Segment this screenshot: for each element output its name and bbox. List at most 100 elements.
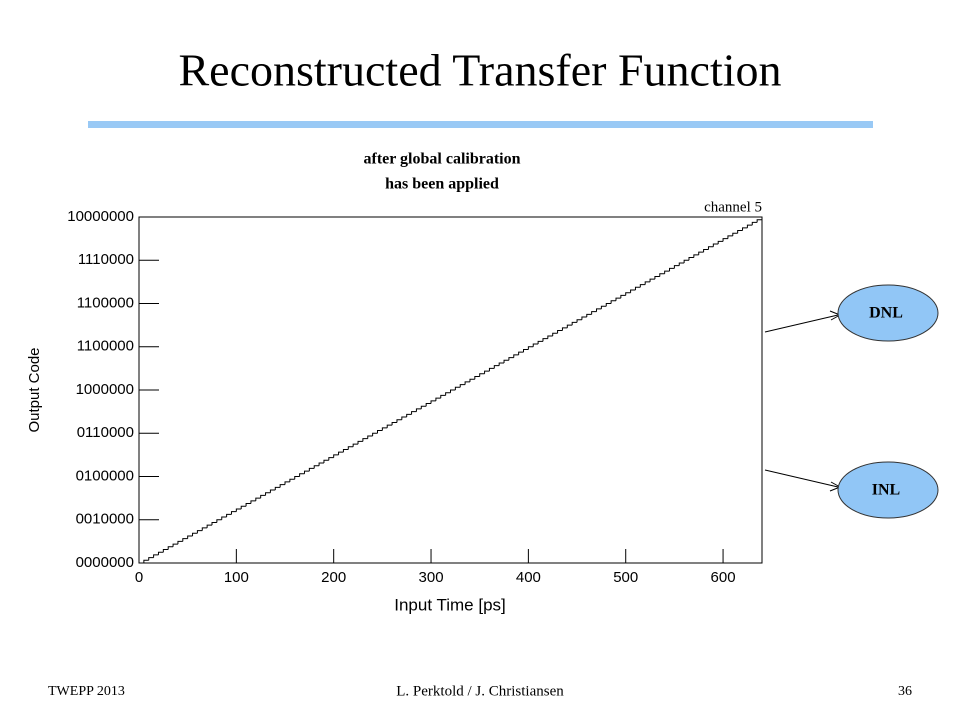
step-segment (712, 243, 719, 247)
step-segment (479, 373, 485, 377)
step-segment (469, 378, 475, 382)
step-segment (338, 451, 344, 455)
step-segment (445, 392, 451, 396)
step-segment (552, 332, 558, 336)
step-segment (537, 340, 543, 345)
step-segment (279, 484, 286, 488)
y-tick-label: 10000000 (67, 208, 134, 225)
step-segment (372, 432, 378, 436)
step-segment (269, 489, 276, 493)
step-segment (381, 427, 388, 431)
step-segment (649, 278, 655, 282)
step-segment (201, 527, 208, 531)
x-axis-label: Input Time [ps] (394, 595, 506, 614)
y-axis-label: Output Code (26, 347, 43, 432)
step-segment (250, 500, 256, 504)
step-segment (318, 462, 324, 466)
chart-title: has been applied (385, 176, 499, 193)
arrow (764, 469, 839, 488)
step-segment (508, 357, 514, 361)
step-segment (396, 419, 402, 423)
step-segment (634, 286, 641, 290)
y-tick-label: 0100000 (76, 467, 134, 484)
step-segment (415, 408, 422, 412)
step-segment (148, 557, 154, 561)
step-segment (610, 300, 616, 304)
step-segment (605, 303, 612, 307)
step-segment (308, 467, 315, 472)
y-tick-label: 1110000 (78, 251, 134, 268)
step-segment (274, 486, 281, 491)
step-segment (367, 435, 373, 439)
step-segment (303, 470, 310, 474)
step-segment (591, 311, 597, 315)
annotation: channel 5 (704, 199, 762, 215)
step-segment (230, 511, 237, 515)
callout-label: INL (872, 482, 900, 499)
step-segment (299, 473, 305, 477)
step-segment (284, 481, 290, 485)
step-segment (625, 292, 631, 296)
step-segment (707, 246, 714, 250)
step-segment (596, 308, 602, 312)
step-segment (411, 411, 417, 415)
step-segment (454, 386, 461, 390)
step-segment (406, 413, 412, 418)
step-segment (245, 503, 251, 507)
step-segment (664, 270, 670, 274)
callout (837, 461, 939, 519)
step-segment (221, 516, 227, 520)
step-segment (576, 319, 582, 323)
step-segment (401, 416, 407, 420)
step-segment (216, 519, 222, 523)
step-segment (561, 327, 568, 331)
step-segment (742, 227, 748, 231)
chart-title: after global calibration (363, 151, 520, 168)
step-segment (703, 248, 709, 253)
step-segment (357, 440, 363, 445)
step-segment (294, 476, 300, 480)
step-segment (586, 313, 592, 318)
step-segment (153, 554, 159, 558)
step-segment (464, 381, 470, 385)
callout (837, 284, 939, 342)
step-segment (459, 384, 466, 388)
step-segment (532, 343, 539, 347)
step-segment (620, 294, 626, 299)
step-segment (430, 400, 436, 404)
step-segment (518, 351, 524, 355)
step-segment (542, 338, 548, 342)
step-segment (630, 289, 636, 293)
step-segment (386, 424, 393, 428)
step-segment (333, 454, 339, 458)
step-segment (450, 389, 456, 393)
step-segment (240, 505, 247, 509)
x-tick-label: 500 (613, 569, 638, 586)
step-segment (717, 240, 724, 245)
y-tick-label: 0000000 (76, 554, 134, 571)
x-tick-label: 200 (321, 569, 346, 586)
step-segment (328, 457, 334, 461)
step-segment (659, 273, 665, 277)
arrow (764, 314, 839, 333)
step-segment (391, 421, 397, 426)
step-segment (347, 446, 354, 450)
step-segment (484, 370, 490, 374)
step-segment (644, 281, 651, 285)
step-segment (265, 492, 271, 496)
step-segment (513, 354, 519, 358)
step-segment (756, 219, 762, 223)
step-segment (211, 521, 217, 526)
step-segment (323, 459, 329, 463)
footer-right: 36 (898, 684, 912, 699)
step-segment (313, 465, 320, 469)
step-segment (547, 335, 553, 339)
step-segment (737, 230, 743, 234)
y-tick-label: 1100000 (77, 338, 134, 355)
step-segment (172, 543, 178, 547)
step-segment (162, 548, 169, 553)
step-segment (527, 346, 534, 350)
step-segment (493, 365, 500, 369)
footer-left: TWEPP 2013 (48, 684, 125, 699)
